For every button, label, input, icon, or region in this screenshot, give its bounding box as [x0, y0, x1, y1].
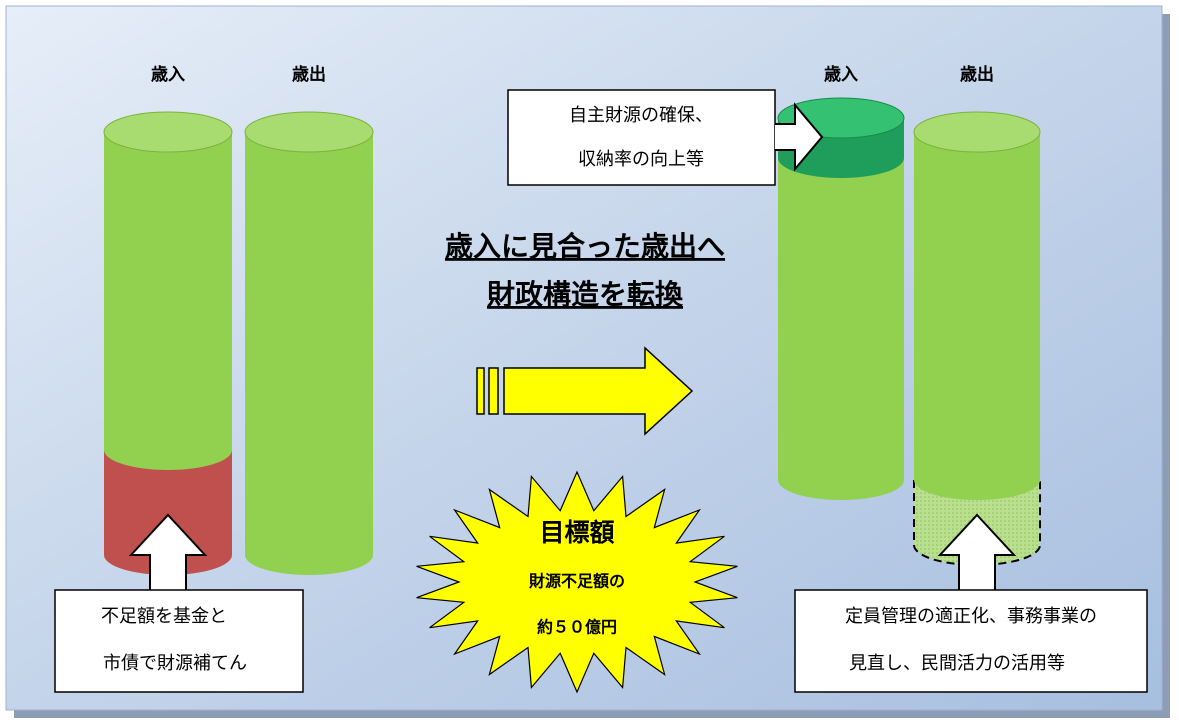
callout-arrow — [775, 102, 824, 172]
cylinder-right-expenditure — [913, 111, 1041, 566]
expenditure-label: 歳出 — [292, 64, 326, 85]
note-box — [794, 589, 1148, 693]
note-text: 見直し、民間活力の活用等 — [849, 653, 1065, 674]
target-text: 財源不足額の — [529, 572, 625, 591]
callout-text: 収納率の向上等 — [578, 149, 704, 170]
revenue-label: 歳入 — [824, 64, 858, 85]
note-text: 不足額を基金と — [101, 606, 227, 627]
cylinder-left-expenditure — [244, 111, 374, 575]
target-burst — [416, 470, 738, 694]
revenue-label: 歳入 — [151, 64, 185, 85]
expenditure-label: 歳出 — [960, 64, 994, 85]
target-title: 目標額 — [539, 518, 614, 547]
transition-arrow — [476, 346, 694, 436]
callout-text: 自主財源の確保、 — [569, 105, 713, 126]
headline: 財政構造を転換 — [487, 278, 684, 311]
note-text: 定員管理の適正化、事務事業の — [845, 606, 1097, 627]
note-text: 市債で財源補てん — [103, 653, 247, 674]
target-text: 約５０億円 — [537, 618, 617, 637]
cylinder-left-revenue — [103, 111, 233, 575]
callout-box — [507, 89, 776, 186]
headline: 歳入に見合った歳出へ — [445, 230, 725, 263]
note-box — [54, 589, 304, 693]
